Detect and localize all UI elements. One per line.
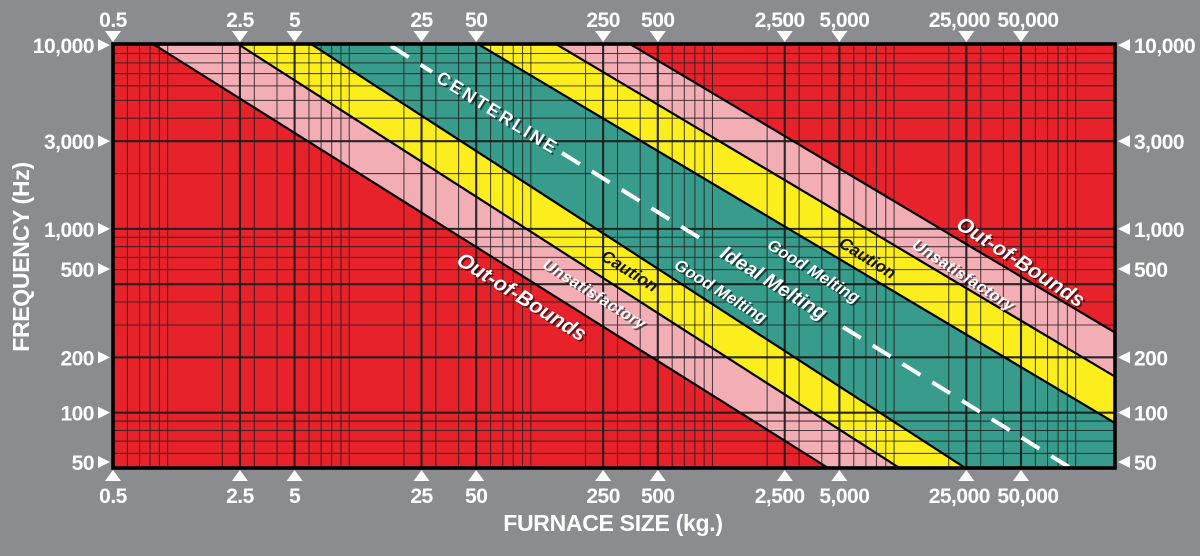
y-tick-label-right: 50 [1134, 452, 1156, 475]
y-tick-arrow-right-icon [98, 39, 110, 52]
x-tick-label-top: 2,500 [755, 9, 805, 32]
y-tick-arrow-right-icon [98, 456, 110, 468]
zone-boundary-5 [629, 44, 1115, 334]
zone-boundary-2 [310, 44, 966, 468]
x-tick-arrow-up-icon [831, 470, 848, 481]
x-tick-arrow-up-icon [468, 470, 485, 481]
y-axis-title: FREQUENCY (Hz) [8, 162, 34, 352]
x-tick-arrow-down-icon [776, 31, 793, 42]
y-tick-label-right: 1,000 [1134, 219, 1184, 242]
y-tick-arrow-left-icon [1118, 39, 1130, 52]
zone-boundary-1 [237, 44, 901, 468]
y-tick-label-right: 100 [1134, 403, 1168, 426]
y-tick-label-left: 3,000 [44, 131, 94, 154]
y-tick-arrow-right-icon [98, 351, 110, 364]
y-tick-arrow-left-icon [1118, 456, 1130, 468]
y-tick-arrow-left-icon [1118, 351, 1130, 364]
y-tick-arrow-right-icon [98, 406, 110, 419]
x-tick-label-bottom: 5,000 [819, 485, 869, 508]
x-tick-label-bottom: 0.5 [99, 485, 128, 508]
x-tick-arrow-up-icon [1013, 470, 1029, 481]
y-tick-label-left: 200 [60, 347, 94, 370]
y-tick-arrow-right-icon [98, 263, 110, 275]
x-tick-arrow-down-icon [649, 31, 666, 42]
x-tick-label-bottom: 500 [641, 485, 675, 508]
x-tick-label-top: 0.5 [99, 9, 128, 32]
y-tick-arrow-left-icon [1118, 263, 1130, 275]
x-tick-arrow-up-icon [231, 470, 248, 481]
y-tick-arrow-left-icon [1118, 135, 1130, 148]
x-tick-label-bottom: 50,000 [997, 485, 1058, 508]
y-tick-label-left: 50 [72, 452, 94, 475]
x-tick-arrow-down-icon [105, 31, 121, 42]
x-tick-arrow-up-icon [105, 470, 121, 481]
zone-boundary-0 [152, 44, 829, 468]
x-tick-arrow-up-icon [595, 470, 612, 481]
x-tick-arrow-down-icon [231, 31, 248, 42]
x-tick-label-top: 25 [410, 9, 433, 32]
x-axis-title: FURNACE SIZE (kg.) [503, 510, 723, 536]
x-tick-label-top: 2.5 [226, 9, 255, 32]
y-tick-label-right: 3,000 [1134, 131, 1184, 154]
centerline-dash-2 [841, 325, 1071, 468]
x-tick-label-bottom: 2,500 [755, 485, 805, 508]
y-tick-label-right: 200 [1134, 347, 1168, 370]
y-tick-label-left: 500 [60, 259, 94, 282]
plot-border [111, 42, 1117, 470]
x-tick-arrow-down-icon [958, 31, 975, 42]
x-tick-label-bottom: 250 [586, 485, 620, 508]
x-tick-label-top: 50 [465, 9, 487, 32]
x-tick-arrow-down-icon [595, 31, 612, 42]
x-tick-arrow-down-icon [831, 31, 848, 42]
axis-ticks: 0.5 0.5 2.5 2.5 5 5 25 25 50 50 250 250 500 500 2,500 2… [33, 9, 1196, 508]
x-tick-arrow-up-icon [286, 470, 303, 481]
plot-area: CENTERLINECENTERLINEOut-of-BoundsOut-of-… [113, 44, 1115, 468]
x-tick-arrow-down-icon [413, 31, 430, 42]
x-tick-arrow-up-icon [649, 470, 666, 481]
x-tick-label-top: 50,000 [997, 9, 1058, 32]
centerline-dash-0 [389, 44, 434, 74]
x-tick-label-bottom: 5 [289, 485, 301, 508]
y-tick-label-right: 10,000 [1134, 35, 1195, 58]
x-tick-arrow-up-icon [958, 470, 975, 481]
y-tick-arrow-right-icon [98, 222, 110, 235]
x-tick-label-top: 5 [289, 9, 301, 32]
x-tick-arrow-down-icon [1013, 31, 1029, 42]
plot-frame [111, 42, 1117, 470]
x-tick-arrow-up-icon [413, 470, 430, 481]
x-tick-label-bottom: 25,000 [929, 485, 990, 508]
x-tick-label-top: 25,000 [929, 9, 990, 32]
y-tick-label-left: 1,000 [44, 219, 94, 242]
x-tick-label-bottom: 2.5 [226, 485, 255, 508]
x-tick-arrow-down-icon [286, 31, 303, 42]
y-tick-arrow-left-icon [1118, 406, 1130, 419]
x-tick-arrow-up-icon [776, 470, 793, 481]
zone-boundary-3 [477, 44, 1115, 424]
zone-boundary-4 [555, 44, 1115, 378]
x-tick-label-top: 250 [586, 9, 620, 32]
y-tick-label-left: 100 [60, 403, 94, 426]
y-tick-label-right: 500 [1134, 259, 1168, 282]
grid-lines [113, 44, 1115, 468]
y-tick-label-left: 10,000 [33, 35, 94, 58]
y-tick-arrow-left-icon [1118, 222, 1130, 235]
x-tick-label-top: 5,000 [819, 9, 869, 32]
x-tick-label-bottom: 50 [465, 485, 487, 508]
x-tick-arrow-down-icon [468, 31, 485, 42]
x-tick-label-bottom: 25 [410, 485, 433, 508]
x-tick-label-top: 500 [641, 9, 675, 32]
centerline-dash-1 [560, 151, 705, 242]
y-tick-arrow-right-icon [98, 135, 110, 148]
